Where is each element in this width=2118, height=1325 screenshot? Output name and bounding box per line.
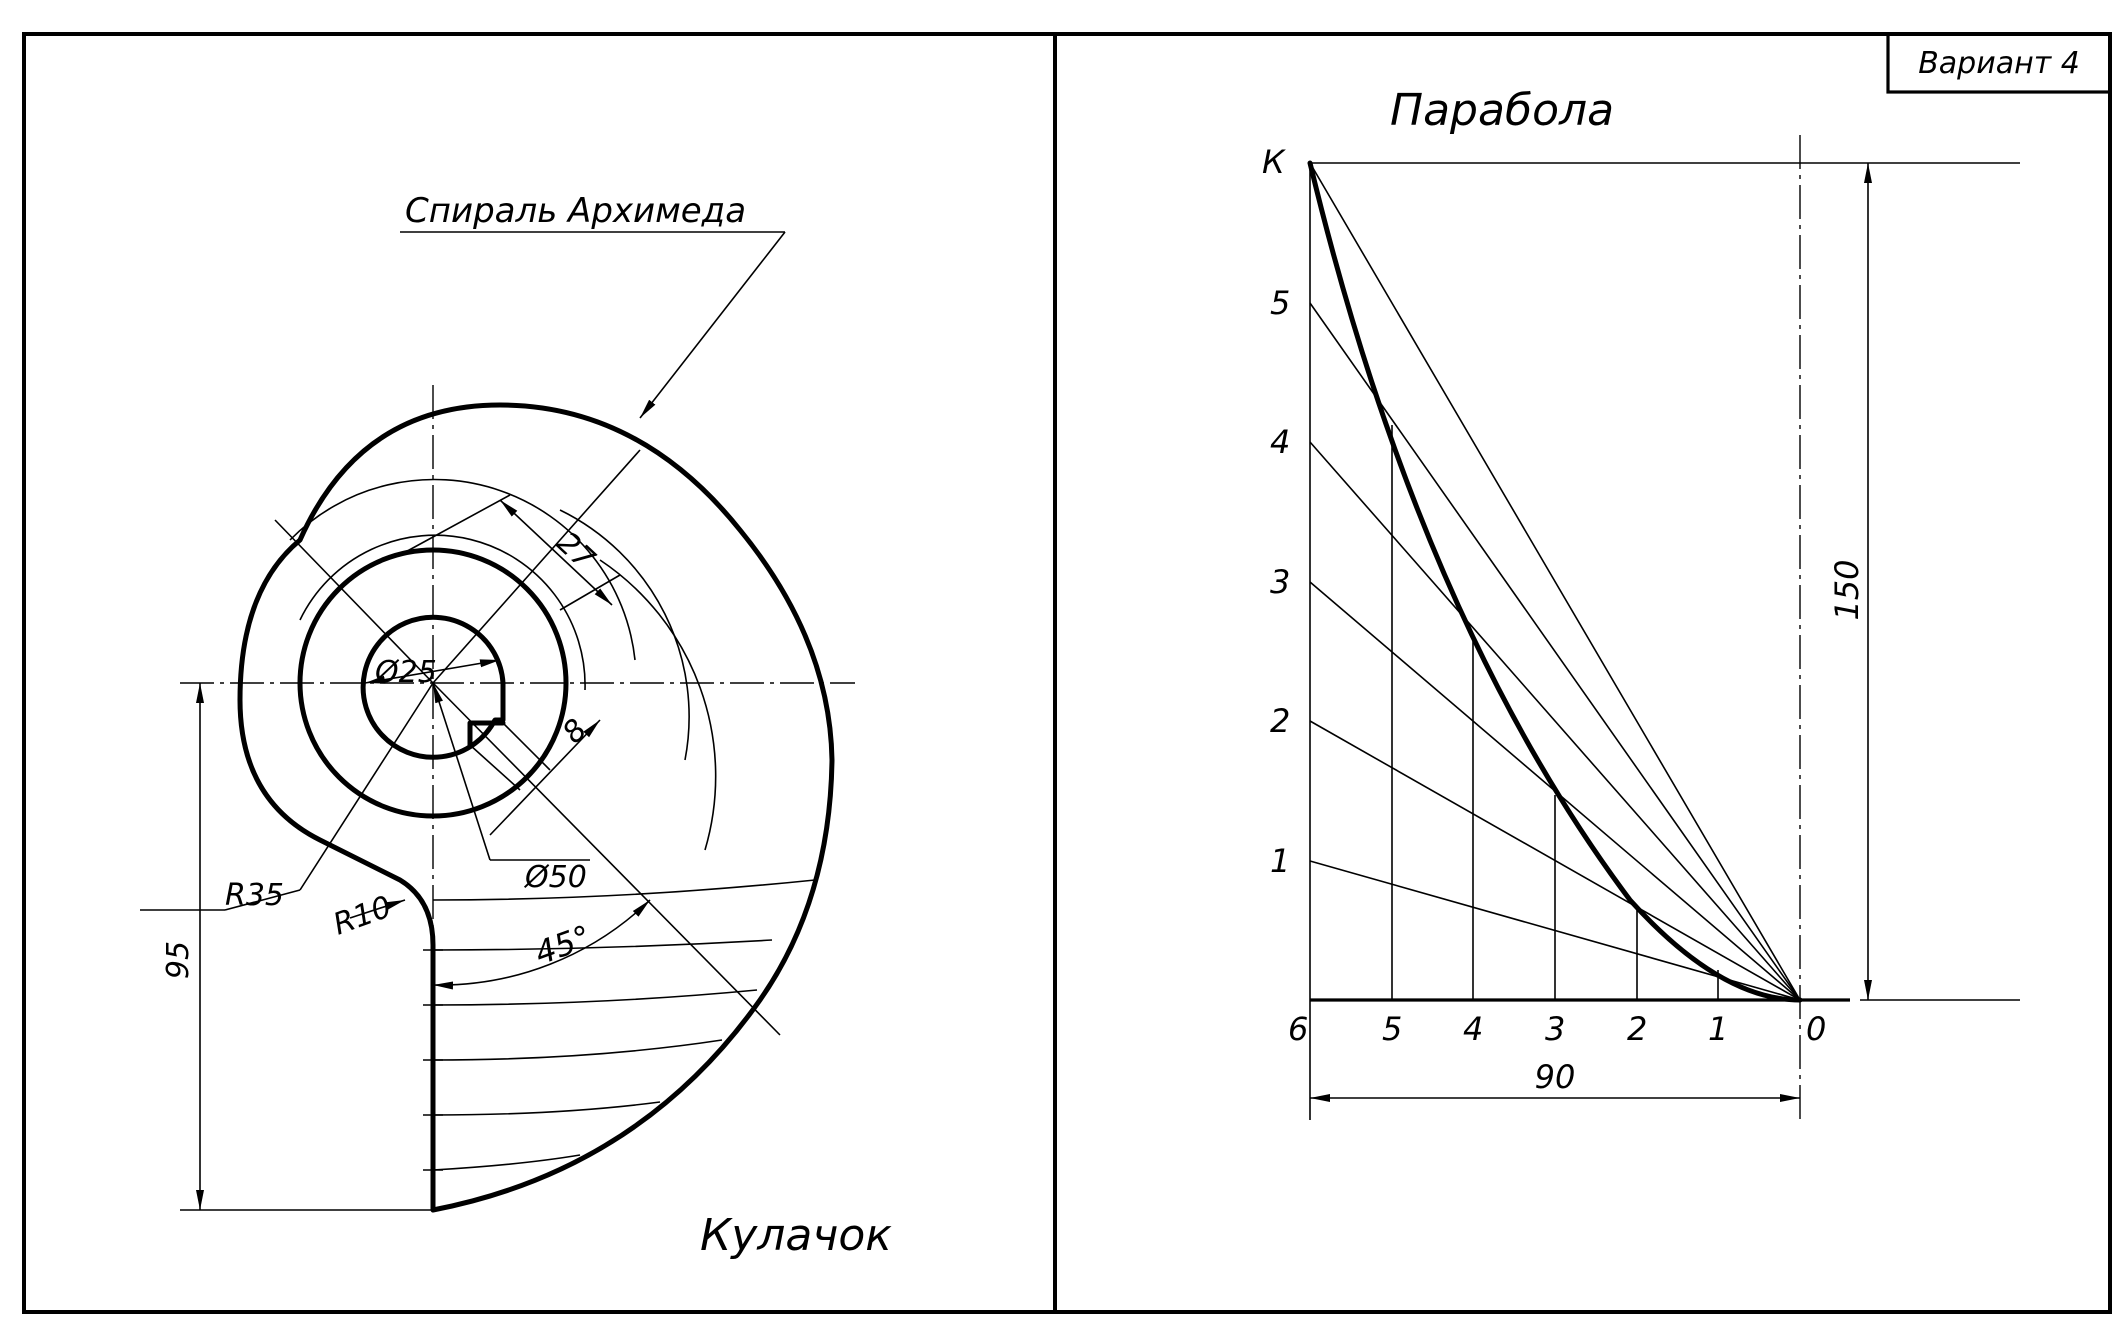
variant-label: Вариант 4: [1918, 46, 2080, 81]
spiral-construction-lines: [432, 879, 816, 1171]
construction-arc: [289, 478, 636, 661]
bottom-label: 0: [1806, 1010, 1826, 1048]
ray: [274, 519, 434, 684]
bottom-label: 6: [1288, 1010, 1308, 1048]
bottom-label: 1: [1708, 1010, 1728, 1048]
construction-line: [432, 879, 816, 901]
left-axis-labels: 1 2 3 4 5: [1270, 284, 1290, 880]
construction-arc: [299, 534, 586, 691]
construction-arc: [599, 559, 717, 851]
parabola-verticals: [1391, 425, 1719, 1000]
dim-label-150: 150: [1828, 559, 1866, 620]
sheet-frame: Вариант 4: [22, 32, 2112, 1314]
left-label: 4: [1270, 423, 1290, 461]
dim-label-90: 90: [1535, 1058, 1576, 1096]
construction-line: [432, 1101, 661, 1116]
left-label: 2: [1270, 702, 1290, 740]
parabola-frame: [1309, 135, 2020, 1120]
bottom-label: 3: [1545, 1010, 1565, 1048]
dim-label-45: 45°: [530, 917, 596, 972]
cam-centerlines: [180, 385, 855, 1210]
construction-line: [432, 1154, 581, 1171]
parabola-curve: [1307, 160, 1803, 1003]
cam-outer-profile: [237, 402, 835, 1213]
cam-title: Кулачок: [700, 1210, 892, 1261]
ray-r35: [299, 682, 434, 891]
dim-label-d50: Ø50: [523, 860, 587, 895]
bottom-label: 4: [1463, 1010, 1483, 1048]
dim-label-d25: Ø25: [373, 655, 437, 690]
bottom-label: 5: [1382, 1010, 1402, 1048]
leader-r10: [349, 899, 406, 919]
left-label: 1: [1270, 842, 1290, 880]
keyway: [467, 720, 506, 748]
bottom-label: 2: [1627, 1010, 1647, 1048]
dim-arc-45: [432, 899, 651, 990]
variant-box: [1886, 32, 2112, 94]
left-label: 5: [1270, 284, 1290, 322]
left-label: 3: [1270, 563, 1290, 601]
bottom-axis-labels: 6 5 4 3 2 1 0: [1288, 1010, 1826, 1048]
cam-drawing: Спираль Архимеда Ø25 Ø50 27 8 R35 R10 95…: [140, 191, 892, 1261]
dim-label-95: 95: [161, 941, 196, 979]
hub-outer-circle: [297, 547, 569, 819]
spiral-leader: [400, 231, 786, 419]
construction-line: [432, 989, 758, 1006]
leader-r35: [224, 889, 301, 911]
dim-line-d50: [432, 682, 491, 861]
dim-95: [180, 683, 433, 1211]
outer-frame: [22, 32, 2112, 1314]
dim-27: [399, 494, 621, 611]
parabola-title: Парабола: [1390, 85, 1614, 136]
dim-8: [469, 719, 601, 836]
dim-label-r10: R10: [329, 889, 396, 942]
radial-rays: [274, 449, 781, 1036]
dim-label-r35: R35: [225, 878, 284, 913]
spiral-label: Спираль Архимеда: [405, 191, 746, 231]
construction-line: [432, 939, 773, 951]
construction-line: [432, 1039, 723, 1061]
dim-label-27: 27: [550, 525, 602, 577]
dim-line-d25: [364, 659, 501, 684]
point-k-label: К: [1262, 143, 1286, 181]
parabola-drawing: Парабола: [1262, 85, 2020, 1120]
ray-45deg: [432, 682, 781, 1036]
